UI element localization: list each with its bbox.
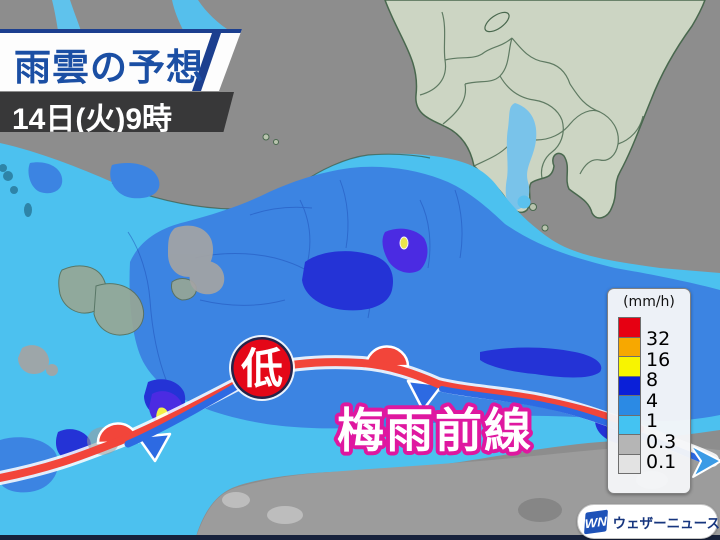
title-banner: 雨雲の予想 <box>0 29 242 91</box>
title-banner-accent <box>0 29 242 33</box>
rain-patch-light <box>505 103 537 210</box>
legend-swatch <box>618 356 641 377</box>
rain-area-blue <box>28 162 63 194</box>
page-title: 雨雲の予想 <box>14 47 204 88</box>
legend-swatch <box>618 395 641 416</box>
rain-streak <box>52 0 81 31</box>
honshu-land <box>384 0 706 219</box>
legend-swatch <box>618 375 641 396</box>
rain-area-blue <box>110 162 160 199</box>
legend-value: 16 <box>646 348 671 371</box>
land-under-rain <box>58 265 197 336</box>
legend-swatch <box>618 414 641 435</box>
rain-patch-light <box>517 195 531 209</box>
logo-text: ウェザーニュース <box>612 515 720 531</box>
bottom-strip <box>0 535 720 540</box>
forecast-datetime: 14日(火)9時 <box>12 103 173 136</box>
legend-swatch <box>618 317 641 338</box>
front-arrowhead-icon <box>689 444 720 478</box>
legend-value: 1 <box>646 410 659 432</box>
island <box>262 133 270 141</box>
front-triangle <box>406 379 444 412</box>
island <box>484 11 510 33</box>
front-red-line <box>0 358 644 482</box>
island <box>541 224 549 232</box>
legend-swatch <box>618 336 641 357</box>
islands-in-rain <box>0 164 32 217</box>
rain-streak <box>172 0 232 32</box>
island <box>529 203 537 211</box>
low-pressure-label: 低 <box>241 345 283 392</box>
legend-value: 8 <box>646 369 659 391</box>
wn-logo-text: WN <box>584 512 608 531</box>
legend-unit: (mm/h) <box>623 294 675 310</box>
low-pressure-marker: 低 <box>229 335 295 401</box>
wn-logo-icon: WN <box>584 509 608 534</box>
legend-swatch <box>618 434 641 455</box>
rain-intensity-legend: (mm/h) 32 16 8 4 1 0.3 0.1 <box>607 288 691 494</box>
title-banner-shape: 雨雲の予想 <box>0 29 242 91</box>
legend-value: 0.1 <box>646 451 677 473</box>
legend-value: 4 <box>646 389 659 412</box>
date-banner: 14日(火)9時 <box>0 92 234 132</box>
weathernews-logo: WN ウェザーニュース <box>577 504 720 539</box>
legend-value: 0.3 <box>646 430 677 453</box>
rain-core-yellow <box>399 236 409 250</box>
legend-value: 32 <box>646 328 671 350</box>
legend-swatch <box>618 453 641 474</box>
front-label: 梅雨前線 <box>337 404 533 457</box>
rain-area-gray <box>18 225 225 376</box>
legend-swatches <box>618 317 641 474</box>
island <box>273 139 279 145</box>
